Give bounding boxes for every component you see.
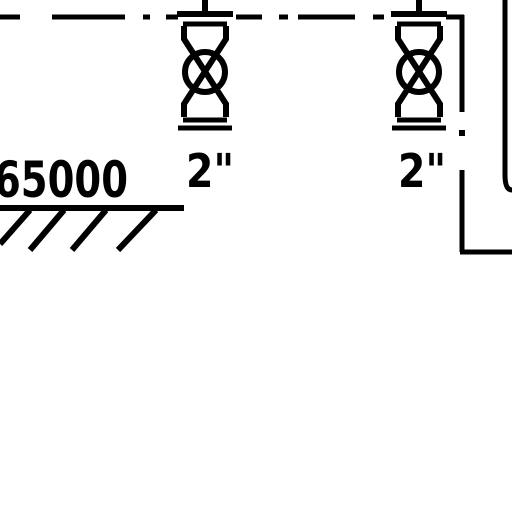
elevation-label: 65000 xyxy=(0,151,128,209)
valve-size-label-2: 2" xyxy=(398,144,446,198)
valve-size-label-1: 2" xyxy=(186,144,234,198)
ground-hatch xyxy=(0,205,184,253)
gate-valve-symbol-1 xyxy=(177,0,233,131)
fixture-outline-right xyxy=(502,0,512,193)
right-pipe-run xyxy=(459,15,512,255)
gate-valve-symbol-2 xyxy=(391,0,447,131)
